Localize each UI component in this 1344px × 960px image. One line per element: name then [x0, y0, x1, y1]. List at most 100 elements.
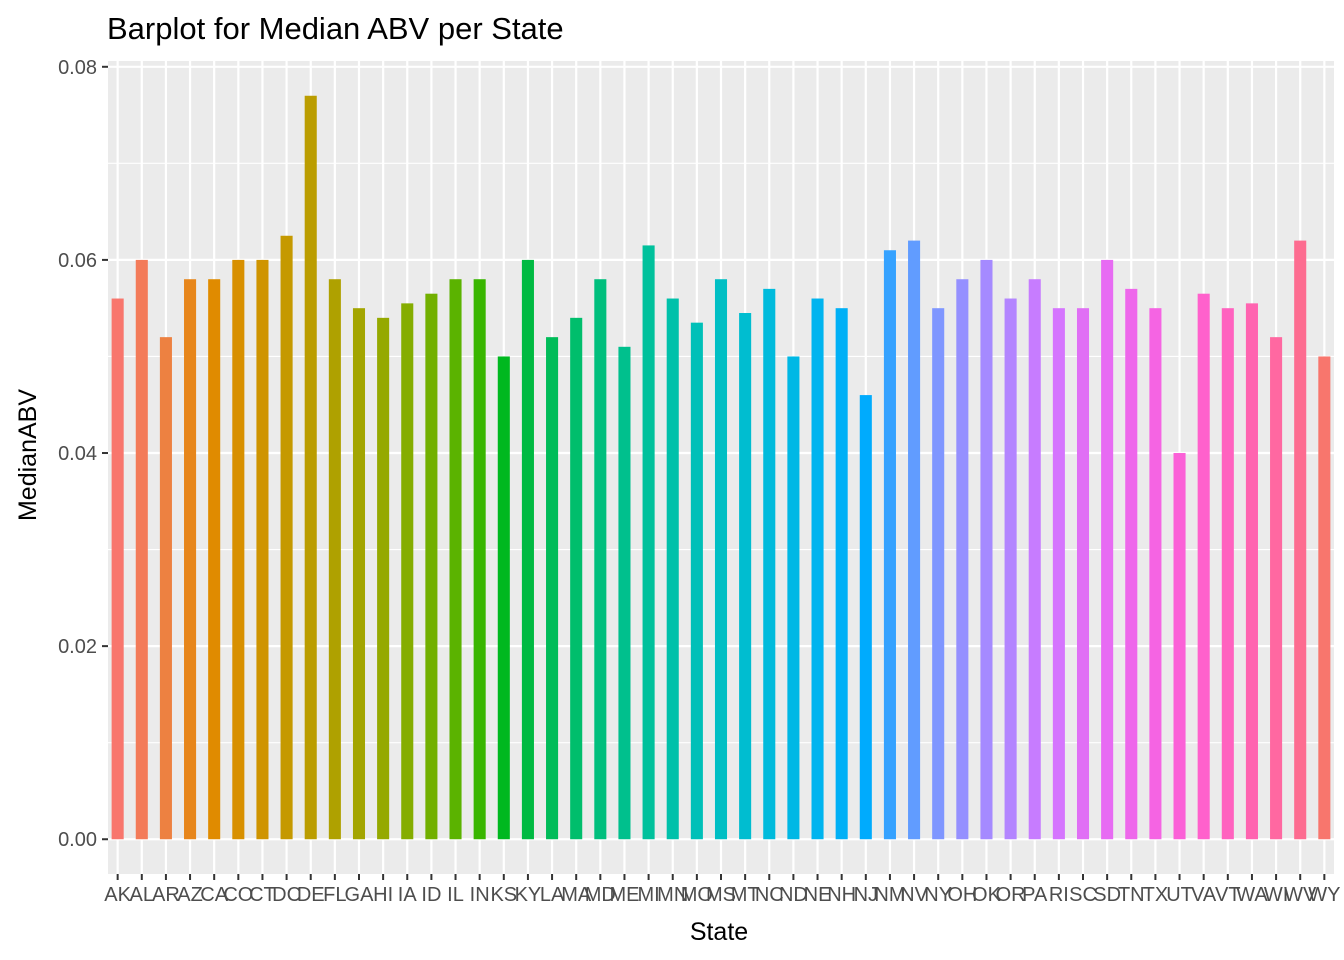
x-tick-label: LA	[540, 884, 565, 906]
bar-wi	[1270, 337, 1283, 840]
bar-nj	[859, 395, 872, 840]
bar-pa	[1028, 279, 1041, 840]
bar-ok	[980, 259, 993, 840]
bar-mi	[642, 245, 655, 840]
x-tick-label: MO	[681, 884, 713, 906]
x-tick-label: AZ	[177, 884, 203, 906]
x-tick-label: WV	[1284, 884, 1317, 906]
bar-tx	[1149, 308, 1162, 840]
bar-nd	[787, 356, 800, 840]
x-tick-label: MD	[585, 884, 616, 906]
x-tick-label: FL	[323, 884, 346, 906]
y-tick-label: 0.02	[58, 636, 97, 658]
chart-title: Barplot for Median ABV per State	[107, 11, 564, 46]
x-tick-label: HI	[373, 884, 393, 906]
bar-ga	[352, 308, 366, 840]
x-tick-label: NC	[755, 884, 784, 906]
bar-ct	[256, 259, 269, 840]
bar-il	[449, 279, 462, 840]
y-tick-label: 0.08	[58, 57, 97, 79]
bar-ia	[401, 303, 414, 840]
x-tick-label: AR	[152, 884, 180, 906]
x-tick-label: MT	[731, 884, 760, 906]
x-tick-label: VT	[1215, 884, 1241, 906]
x-tick-label: IN	[470, 884, 490, 906]
bar-az	[184, 279, 197, 840]
bar-mt	[739, 313, 752, 840]
bar-sd	[1101, 259, 1114, 840]
x-tick-label: CO	[223, 884, 253, 906]
x-tick-label: OH	[947, 884, 977, 906]
bar-ri	[1052, 308, 1065, 840]
bar-wa	[1245, 303, 1258, 840]
x-tick-label: DC	[272, 884, 301, 906]
x-tick-label: GA	[345, 884, 375, 906]
bar-oh	[956, 279, 969, 840]
x-tick-label: KY	[515, 884, 542, 906]
bar-ky	[521, 259, 534, 840]
plot-panel	[108, 61, 1334, 874]
bar-wv	[1294, 240, 1307, 840]
x-tick-label: ND	[779, 884, 808, 906]
x-tick-label: VA	[1191, 884, 1217, 906]
x-tick-label: UT	[1166, 884, 1193, 906]
x-tick-label: SC	[1069, 884, 1097, 906]
x-tick-label: MA	[561, 884, 592, 906]
x-tick-label: SD	[1093, 884, 1121, 906]
bar-in	[473, 279, 486, 840]
x-tick-label: PA	[1022, 884, 1048, 906]
bar-vt	[1221, 308, 1234, 840]
bar-ca	[208, 279, 221, 840]
x-tick-label: RI	[1049, 884, 1069, 906]
bar-ma	[570, 317, 583, 840]
y-tick-label: 0.00	[58, 829, 97, 851]
x-axis-title: State	[690, 918, 748, 946]
bar-va	[1197, 293, 1210, 840]
bar-ms	[714, 279, 728, 840]
bar-or	[1004, 298, 1017, 840]
x-tick-label: NM	[874, 884, 905, 906]
bar-sc	[1076, 308, 1090, 840]
x-tick-label: AK	[104, 884, 131, 906]
bar-nc	[763, 288, 776, 840]
bar-ak	[111, 298, 124, 840]
x-tick-label: NE	[804, 884, 832, 906]
bar-dc	[280, 235, 293, 840]
bar-fl	[328, 279, 341, 840]
bar-id	[425, 293, 438, 840]
bar-de	[304, 95, 317, 840]
bar-nh	[835, 308, 848, 840]
bar-la	[546, 337, 559, 840]
x-tick-label: CT	[249, 884, 276, 906]
x-tick-label: ME	[609, 884, 639, 906]
bar-nv	[908, 240, 921, 840]
x-tick-label: NH	[827, 884, 856, 906]
bars	[111, 95, 1331, 840]
bar-ar	[159, 337, 172, 840]
x-tick-label: MN	[657, 884, 688, 906]
x-tick-label: WA	[1236, 884, 1268, 906]
x-tick-label: WI	[1264, 884, 1288, 906]
x-tick-label: WY	[1308, 884, 1340, 906]
x-tick-label: TX	[1143, 884, 1169, 906]
y-axis-title: MedianABV	[14, 389, 42, 521]
y-tick-label: 0.06	[58, 250, 97, 272]
x-tick-label: MS	[706, 884, 736, 906]
x-tick-label: TN	[1118, 884, 1145, 906]
bar-mo	[690, 322, 703, 840]
bar-ny	[932, 308, 945, 840]
bar-ne	[811, 298, 824, 840]
x-tick-label: NY	[924, 884, 952, 906]
x-tick-label: CA	[200, 884, 228, 906]
x-tick-label: DE	[297, 884, 325, 906]
bar-wy	[1318, 356, 1331, 840]
x-tick-label: NV	[900, 884, 928, 906]
bar-mn	[666, 298, 679, 840]
x-tick-label: MI	[637, 884, 659, 906]
x-tick-label: AL	[130, 884, 154, 906]
bar-ut	[1173, 453, 1186, 840]
x-tick-label: IA	[398, 884, 418, 906]
x-tick-label: ID	[421, 884, 441, 906]
